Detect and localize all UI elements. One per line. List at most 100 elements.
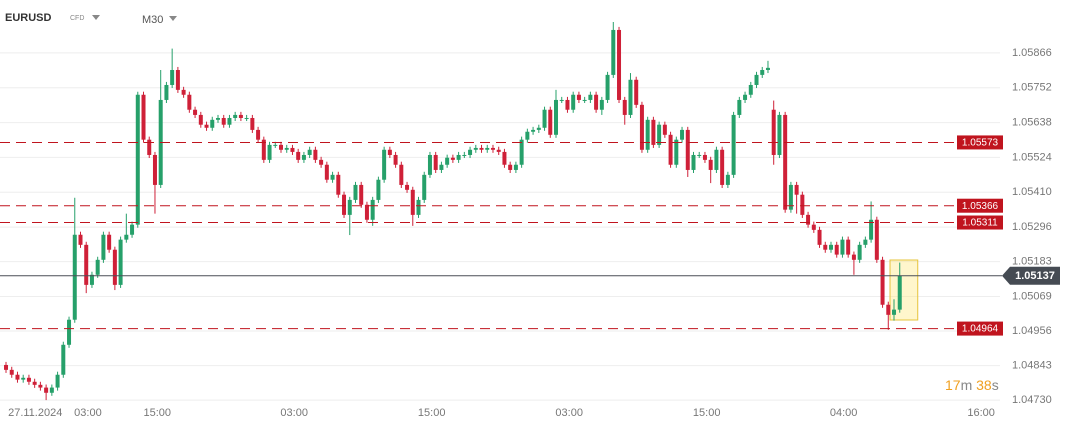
x-tick-label: 27.11.2024 bbox=[8, 407, 62, 419]
timeframe-dropdown[interactable] bbox=[169, 16, 177, 21]
y-tick-label: 1.04843 bbox=[1012, 359, 1052, 371]
candle-body bbox=[777, 114, 782, 155]
candle-body bbox=[691, 154, 696, 170]
candle-body bbox=[433, 154, 438, 170]
candle-body bbox=[238, 114, 243, 118]
candle-body bbox=[32, 381, 37, 385]
candle-body bbox=[72, 234, 77, 320]
candle-body bbox=[233, 114, 238, 118]
candle-body bbox=[846, 239, 851, 255]
x-tick-label: 15:00 bbox=[418, 407, 446, 419]
candle-body bbox=[611, 29, 616, 75]
candle-body bbox=[576, 94, 581, 100]
candle-body bbox=[307, 149, 312, 155]
candle-body bbox=[639, 104, 644, 150]
candle-body bbox=[737, 99, 742, 115]
candle-body bbox=[267, 144, 272, 160]
candle-body bbox=[536, 127, 541, 130]
candle-body bbox=[800, 194, 805, 215]
candle-body bbox=[892, 309, 897, 315]
level-label: 1.05311 bbox=[962, 218, 998, 229]
candle-body bbox=[863, 239, 868, 245]
candle-body bbox=[869, 219, 874, 240]
y-tick-label: 1.05296 bbox=[1012, 221, 1052, 233]
candle-body bbox=[542, 109, 547, 128]
candle-body bbox=[175, 69, 180, 90]
candle-body bbox=[857, 244, 862, 260]
symbol[interactable]: EURUSD bbox=[5, 12, 52, 24]
candle-body bbox=[210, 119, 215, 128]
candle-body bbox=[198, 114, 203, 125]
candle-body bbox=[347, 199, 352, 215]
candle-body bbox=[450, 157, 455, 160]
candle-body bbox=[788, 184, 793, 210]
candle-body bbox=[886, 304, 891, 315]
candle-body bbox=[662, 124, 667, 135]
candle-body bbox=[817, 229, 822, 245]
candle-body bbox=[44, 387, 49, 393]
candle-body bbox=[485, 147, 490, 150]
x-tick-label: 16:00 bbox=[967, 407, 995, 419]
candle-body bbox=[897, 275, 902, 310]
candle-body bbox=[628, 79, 633, 115]
candle-body bbox=[554, 99, 559, 135]
instrument-type: CFD bbox=[70, 15, 84, 22]
candle-body bbox=[725, 174, 730, 185]
candle-body bbox=[410, 189, 415, 215]
x-tick-label: 15:00 bbox=[143, 407, 171, 419]
x-tick-label: 03:00 bbox=[280, 407, 308, 419]
candle-body bbox=[645, 119, 650, 150]
candle-body bbox=[462, 154, 467, 156]
timer-minutes: 17 bbox=[945, 377, 961, 393]
candle-body bbox=[227, 117, 232, 125]
timer-minutes-unit: m bbox=[961, 377, 973, 393]
candle-body bbox=[55, 374, 60, 388]
candle-body bbox=[84, 244, 89, 285]
candle-body bbox=[4, 364, 9, 370]
level-label-box bbox=[957, 135, 1003, 150]
candle-body bbox=[256, 129, 261, 140]
current-price-box bbox=[1002, 266, 1060, 285]
candle-timer: 17m 38s bbox=[945, 377, 999, 393]
candle-body bbox=[330, 174, 335, 180]
candle-body bbox=[508, 164, 513, 170]
candle-body bbox=[496, 149, 501, 152]
candle-body bbox=[118, 239, 123, 285]
candle-body bbox=[823, 244, 828, 250]
y-tick-label: 1.05752 bbox=[1012, 82, 1052, 94]
candle-body bbox=[89, 274, 94, 285]
level-label-box bbox=[957, 321, 1003, 336]
symbol-dropdown[interactable] bbox=[92, 15, 100, 20]
candle-body bbox=[525, 131, 530, 140]
candle-body bbox=[531, 129, 536, 132]
candle-body bbox=[685, 129, 690, 170]
candle-body bbox=[794, 184, 799, 195]
candle-body bbox=[26, 377, 31, 382]
candle-body bbox=[743, 94, 748, 100]
current-price-label: 1.05137 bbox=[1015, 270, 1055, 282]
timeframe[interactable]: M30 bbox=[142, 14, 163, 26]
candle-body bbox=[112, 249, 117, 285]
candle-body bbox=[834, 244, 839, 255]
candle-body bbox=[565, 99, 570, 110]
y-tick-label: 1.05524 bbox=[1012, 151, 1052, 163]
candle-body bbox=[473, 147, 478, 150]
candle-body bbox=[164, 84, 169, 100]
candle-body bbox=[221, 117, 226, 125]
y-tick-label: 1.05638 bbox=[1012, 116, 1052, 128]
candle-body bbox=[370, 199, 375, 220]
candle-body bbox=[811, 224, 816, 230]
level-label: 1.05366 bbox=[962, 201, 999, 212]
candle-body bbox=[513, 164, 518, 170]
candle-body bbox=[479, 147, 484, 150]
candle-body bbox=[215, 117, 220, 120]
candle-body bbox=[399, 164, 404, 185]
y-tick-label: 1.05183 bbox=[1012, 256, 1052, 268]
candle-body bbox=[622, 99, 627, 115]
level-label: 1.04964 bbox=[962, 324, 999, 335]
candle-body bbox=[393, 154, 398, 165]
x-tick-label: 03:00 bbox=[555, 407, 583, 419]
candle-body bbox=[594, 94, 599, 110]
candle-body bbox=[301, 154, 306, 160]
